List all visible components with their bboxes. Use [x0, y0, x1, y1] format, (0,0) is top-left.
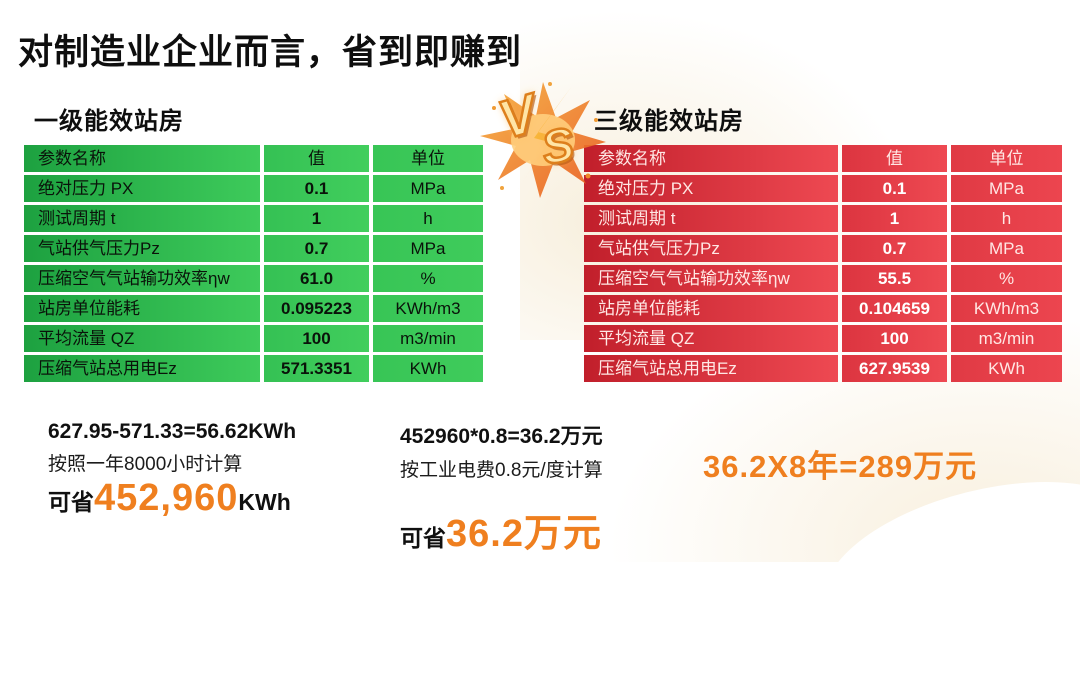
table-cell: KWh/m3 [951, 295, 1062, 322]
table-cell: % [373, 265, 483, 292]
table-header-cell: 参数名称 [584, 145, 838, 172]
table-cell: 55.5 [842, 265, 947, 292]
table-cell: 0.1 [264, 175, 369, 202]
params-table-level1: 参数名称 值 单位 绝对压力 PX 0.1 MPa 测试周期 t 1 h 气站供… [24, 145, 483, 382]
save-unit: KWh [238, 488, 291, 515]
table-cell: 压缩空气气站输功效率ηw [584, 265, 838, 292]
table-cell: KWh/m3 [373, 295, 483, 322]
table-cell: 100 [264, 325, 369, 352]
table-cell: 压缩气站总用电Ez [584, 355, 838, 382]
wave-shape [806, 452, 1080, 678]
table-cell: 平均流量 QZ [584, 325, 838, 352]
table-cell: 100 [842, 325, 947, 352]
table-cell: 站房单位能耗 [584, 295, 838, 322]
params-table-level3: 参数名称 值 单位 绝对压力 PX 0.1 MPa 测试周期 t 1 h 气站供… [584, 145, 1062, 382]
table-cell: 0.7 [842, 235, 947, 262]
table-cell: 0.104659 [842, 295, 947, 322]
table-cell: 0.1 [842, 175, 947, 202]
table-cell: 绝对压力 PX [584, 175, 838, 202]
save-prefix: 可省 [400, 524, 446, 551]
table-cell: % [951, 265, 1062, 292]
table-cell: 绝对压力 PX [24, 175, 260, 202]
money-saving-block: 452960*0.8=36.2万元 按工业电费0.8元/度计算 可省 36.2万… [400, 420, 700, 557]
table-cell: 平均流量 QZ [24, 325, 260, 352]
station-title-level3: 三级能效站房 [594, 108, 744, 135]
table-cell: 气站供气压力Pz [584, 235, 838, 262]
table-cell: 571.3351 [264, 355, 369, 382]
table-cell: 61.0 [264, 265, 369, 292]
table-cell: 站房单位能耗 [24, 295, 260, 322]
table-cell: MPa [951, 235, 1062, 262]
note-text: 按工业电费0.8元/度计算 [400, 460, 603, 481]
save-line: 可省 36.2万元 [400, 502, 700, 557]
table-cell: 气站供气压力Pz [24, 235, 260, 262]
table-cell: 压缩空气气站输功效率ηw [24, 265, 260, 292]
station-title-level1: 一级能效站房 [34, 108, 184, 135]
formula-text: 452960*0.8=36.2万元 [400, 425, 603, 448]
save-amount: 36.2万元 [446, 512, 602, 555]
table-cell: KWh [951, 355, 1062, 382]
save-amount: 452,960 [94, 476, 239, 519]
table-cell: 627.9539 [842, 355, 947, 382]
table-header-cell: 参数名称 [24, 145, 260, 172]
table-cell: 1 [842, 205, 947, 232]
table-cell: h [373, 205, 483, 232]
table-cell: MPa [373, 235, 483, 262]
table-header-cell: 值 [264, 145, 369, 172]
note-text: 按照一年8000小时计算 [48, 454, 243, 475]
vs-badge: V S [476, 78, 610, 202]
table-cell: m3/min [373, 325, 483, 352]
table-header-cell: 单位 [373, 145, 483, 172]
table-cell: 0.7 [264, 235, 369, 262]
energy-saving-block: 627.95-571.33=56.62KWh 按照一年8000小时计算 可省 4… [48, 420, 388, 520]
table-cell: m3/min [951, 325, 1062, 352]
table-cell: 测试周期 t [584, 205, 838, 232]
table-cell: 测试周期 t [24, 205, 260, 232]
table-cell: 0.095223 [264, 295, 369, 322]
station-card-level3: 三级能效站房 参数名称 值 单位 绝对压力 PX 0.1 MPa 测试周期 t … [584, 101, 1062, 382]
save-prefix: 可省 [48, 488, 94, 515]
table-cell: h [951, 205, 1062, 232]
table-header-cell: 单位 [951, 145, 1062, 172]
slide-title: 对制造业企业而言，省到即赚到 [18, 33, 523, 72]
station-card-level1: 一级能效站房 参数名称 值 单位 绝对压力 PX 0.1 MPa 测试周期 t … [24, 101, 483, 382]
table-cell: MPa [951, 175, 1062, 202]
table-header-cell: 值 [842, 145, 947, 172]
table-cell: 压缩气站总用电Ez [24, 355, 260, 382]
formula-text: 627.95-571.33=56.62KWh [48, 420, 297, 443]
save-line: 可省 452,960 KWh [48, 477, 388, 520]
table-cell: 1 [264, 205, 369, 232]
vs-burst-icon [480, 82, 606, 198]
table-cell: MPa [373, 175, 483, 202]
total-saving-text: 36.2X8年=289万元 [703, 449, 978, 484]
table-cell: KWh [373, 355, 483, 382]
